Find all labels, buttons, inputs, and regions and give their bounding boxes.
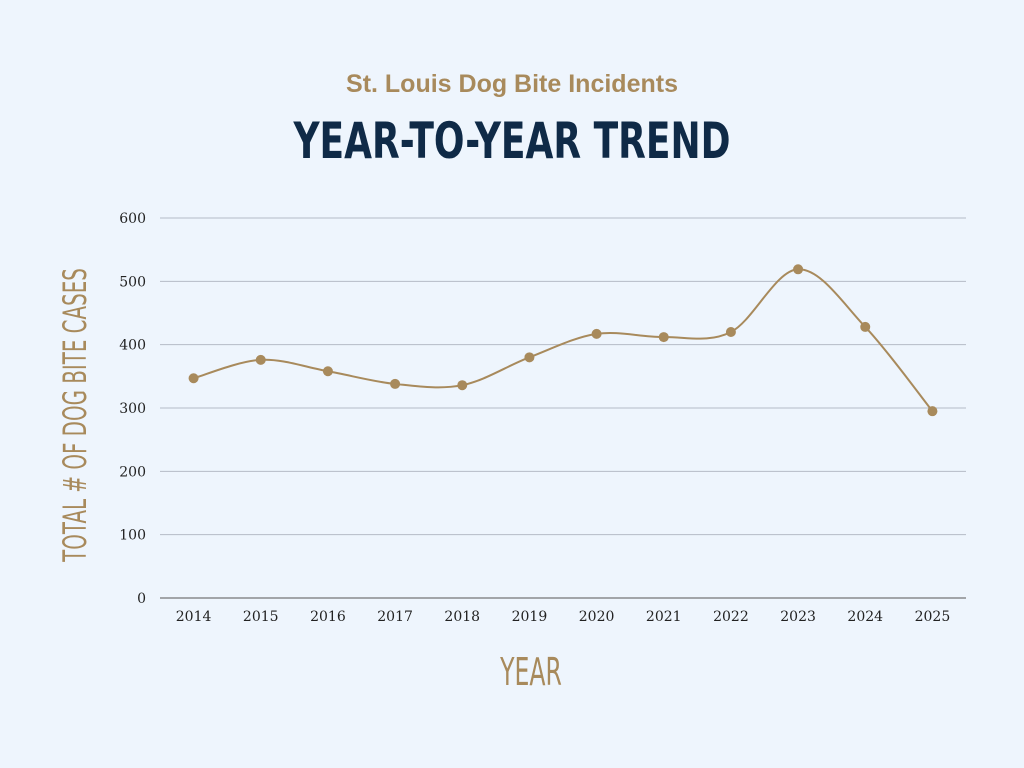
data-point	[725, 327, 736, 337]
x-tick-label: 2015	[243, 609, 279, 625]
data-point	[860, 321, 871, 332]
chart-subtitle: St. Louis Dog Bite Incidents	[346, 70, 678, 98]
data-point	[658, 332, 669, 343]
y-tick-label: 400	[119, 338, 146, 354]
x-tick-label: 2021	[646, 609, 682, 625]
x-tick-label: 2017	[377, 609, 413, 625]
x-tick-label: 2016	[310, 609, 346, 625]
y-tick-label: 200	[119, 464, 146, 480]
data-point	[793, 264, 804, 275]
x-tick-label: 2020	[579, 609, 615, 625]
data-point	[255, 354, 266, 365]
series-line	[193, 268, 934, 412]
data-point	[457, 380, 468, 391]
y-tick-label: 500	[119, 274, 146, 290]
y-tick-label: 0	[137, 591, 146, 607]
y-tick-label: 100	[119, 528, 146, 544]
x-tick-label: 2024	[847, 609, 883, 625]
x-tick-label: 2019	[512, 609, 548, 625]
data-point	[322, 366, 333, 377]
x-tick-label: 2025	[915, 609, 951, 625]
y-tick-label: 300	[119, 401, 146, 417]
x-tick-label: 2022	[713, 609, 749, 625]
data-point	[591, 328, 602, 339]
chart-title: YEAR-TO-YEAR TREND	[293, 112, 731, 170]
data-point	[524, 352, 535, 363]
data-point	[390, 378, 401, 389]
x-tick-label: 2018	[444, 609, 480, 625]
data-point	[927, 406, 938, 417]
x-axis-label: YEAR	[500, 650, 562, 694]
x-tick-label: 2014	[176, 609, 212, 625]
x-tick-label: 2023	[780, 609, 816, 625]
y-tick-label: 600	[119, 211, 146, 227]
data-point	[188, 373, 199, 384]
